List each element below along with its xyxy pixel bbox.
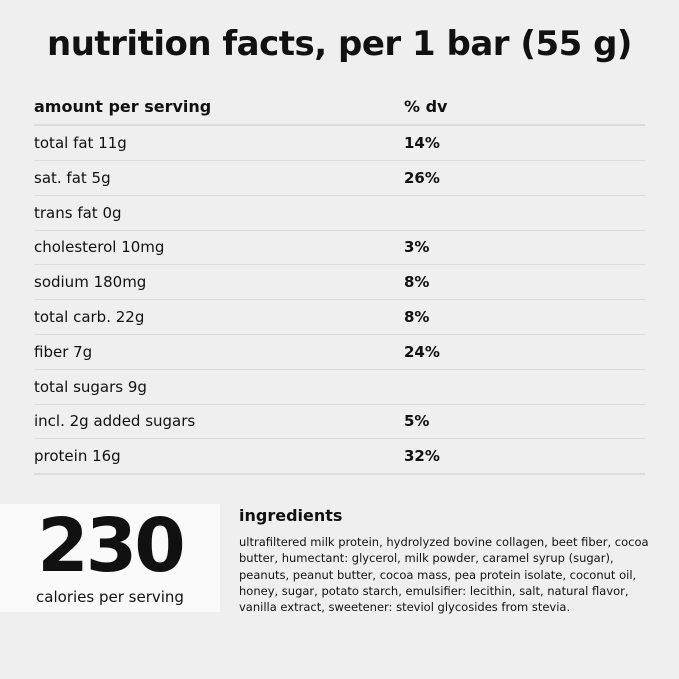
nutrient: cholesterol 10mg [34, 238, 165, 257]
daily-value: 5% [404, 412, 430, 431]
row-rule [34, 229, 645, 231]
calories: 230 [37, 503, 185, 589]
daily-value: 14% [404, 134, 440, 152]
daily-value: 32% [404, 447, 440, 466]
nutrient: fiber 7g [34, 342, 93, 361]
calories-label: calories per serving [36, 588, 184, 606]
nutrient: total fat 11g [34, 134, 127, 152]
row-rule [34, 160, 645, 161]
daily-value: 8% [404, 273, 430, 292]
calorie-box [0, 504, 220, 612]
row-rule [34, 264, 645, 266]
daily-value: 24% [404, 342, 440, 361]
ingredients-line: vanilla extract, sweetener: steviol glyc… [239, 600, 571, 615]
ingredients-line: honey, sugar, potato starch, emulsifier:… [239, 583, 629, 598]
row-rule [34, 299, 645, 301]
row-rule [34, 368, 645, 370]
title: nutrition facts, per 1 bar (55 g) [47, 24, 632, 64]
nutrient: sat. fat 5g [34, 168, 111, 187]
nutrient: incl. 2g added sugars [34, 412, 196, 431]
ingredients-title: ingredients [239, 506, 343, 525]
column-header: % dv [404, 97, 448, 116]
nutrient: total carb. 22g [34, 308, 145, 326]
nutrient: trans fat 0g [34, 203, 122, 222]
ingredients-line: ultrafiltered milk protein, hydrolyzed b… [239, 535, 649, 549]
nutrient: protein 16g [34, 447, 121, 466]
column-header: amount per serving [34, 97, 212, 116]
row-rule [34, 473, 645, 476]
row-rule [34, 438, 645, 440]
daily-value: 3% [404, 238, 430, 257]
daily-value: 26% [404, 168, 440, 187]
nutrient: sodium 180mg [34, 273, 147, 292]
ingredients-line: butter, humectant: glycerol, milk powder… [239, 551, 614, 566]
daily-value: 8% [404, 308, 430, 326]
nutrient: total sugars 9g [34, 377, 147, 396]
header-rule [34, 124, 645, 126]
row-rule [34, 334, 645, 335]
ingredients-line: peanuts, peanut butter, cocoa mass, pea … [239, 567, 637, 582]
row-rule [34, 403, 645, 405]
row-rule [34, 194, 645, 196]
